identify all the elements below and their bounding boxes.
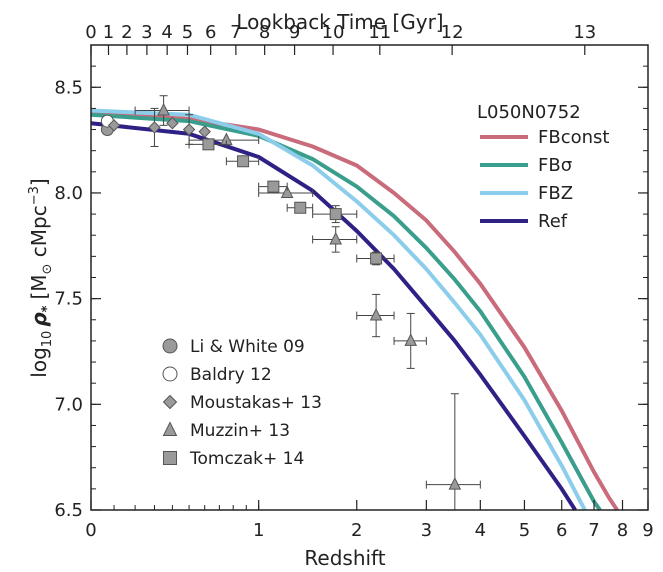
triangle-marker <box>157 102 170 116</box>
top-tick-label: 3 <box>141 22 152 43</box>
triangle-marker <box>162 421 178 436</box>
legend-obs-label: Muzzin+ 13 <box>190 421 290 441</box>
square-marker <box>237 155 250 168</box>
axes: 0 1 2 3 4 5 6 7 8 96.57.07.58.08.50 1 2 3 4 5 6 7 8 9 10 11 1… <box>54 22 653 541</box>
top-tick-label: 13 <box>573 22 596 43</box>
square-marker <box>370 252 383 265</box>
top-tick-label: 10 <box>322 22 345 43</box>
circle-marker <box>162 338 178 354</box>
triangle-marker <box>404 333 418 346</box>
legend-obs-label: Li & White 09 <box>190 337 305 357</box>
x-tick-label: 0 <box>85 520 96 541</box>
series-line-FBconst <box>90 110 619 512</box>
triangle-marker <box>329 231 343 245</box>
top-tick-label: 8 <box>259 22 270 43</box>
y-tick-label: 8.0 <box>54 183 83 204</box>
top-tick-label: 11 <box>368 22 391 43</box>
x-axis-title: Redshift <box>304 546 385 570</box>
series-line-Ref <box>90 121 577 512</box>
top-tick-label: 5 <box>182 22 193 43</box>
legend-label-FBZ: FBZ <box>538 183 573 204</box>
x-tick-label: 6 <box>556 520 567 541</box>
y-tick-label: 7.0 <box>54 394 83 415</box>
top-tick-label: 7 <box>230 22 241 43</box>
y-tick-label: 7.5 <box>54 289 83 310</box>
diamond-marker <box>198 125 211 138</box>
square-marker <box>202 138 215 151</box>
square-marker <box>294 201 307 214</box>
top-tick-label: 2 <box>121 22 132 43</box>
top-tick-label: 6 <box>205 22 216 43</box>
x-tick-label: 4 <box>475 520 486 541</box>
y-axis-title: log10ρ*[M⊙ cMpc−3] <box>27 178 55 377</box>
y-tick-label: 6.5 <box>54 500 83 521</box>
top-tick-label: 0 <box>85 22 96 43</box>
series-line-FBσ <box>90 112 602 512</box>
diamond-marker <box>148 121 161 134</box>
legend-label-Ref: Ref <box>538 211 568 232</box>
legend-obs-label: Baldry 12 <box>190 365 272 385</box>
square-marker <box>329 208 342 221</box>
diamond-marker <box>162 394 178 410</box>
legend-label-FBconst: FBconst <box>538 127 609 148</box>
x-tick-label: 9 <box>642 520 653 541</box>
series-line-FBZ <box>90 108 587 511</box>
x-tick-label: 5 <box>519 520 530 541</box>
y-tick-label: 8.5 <box>54 77 83 98</box>
legend: L050N0752 FBconst FBσ FBZ Ref Li & White 09 Ba… <box>162 102 609 469</box>
top-tick-label: 4 <box>161 22 172 43</box>
triangle-marker <box>448 477 462 490</box>
legend-obs-label: Tomczak+ 14 <box>189 449 304 469</box>
diamond-marker <box>166 116 179 130</box>
square-marker <box>163 451 177 465</box>
legend-title: L050N0752 <box>477 102 581 123</box>
diamond-marker <box>107 119 121 132</box>
x-tick-label: 8 <box>617 520 628 541</box>
diamond-marker <box>182 123 196 136</box>
x-tick-label: 3 <box>421 520 432 541</box>
model-lines <box>90 108 619 512</box>
x-tick-label: 7 <box>588 520 599 541</box>
square-marker <box>267 180 280 193</box>
legend-label-FBσ: FBσ <box>538 155 572 176</box>
triangle-marker <box>280 185 294 198</box>
top-tick-label: 9 <box>289 22 300 43</box>
legend-obs-label: Moustakas+ 13 <box>190 393 322 413</box>
triangle-marker <box>369 307 383 321</box>
top-tick-label: 12 <box>441 22 464 43</box>
top-axis-title: Lookback Time [Gyr] <box>236 10 443 34</box>
top-tick-label: 1 <box>103 22 114 43</box>
x-tick-label: 1 <box>253 520 264 541</box>
x-tick-label: 2 <box>351 520 362 541</box>
circle-marker <box>162 366 178 382</box>
observation-points <box>100 95 481 511</box>
